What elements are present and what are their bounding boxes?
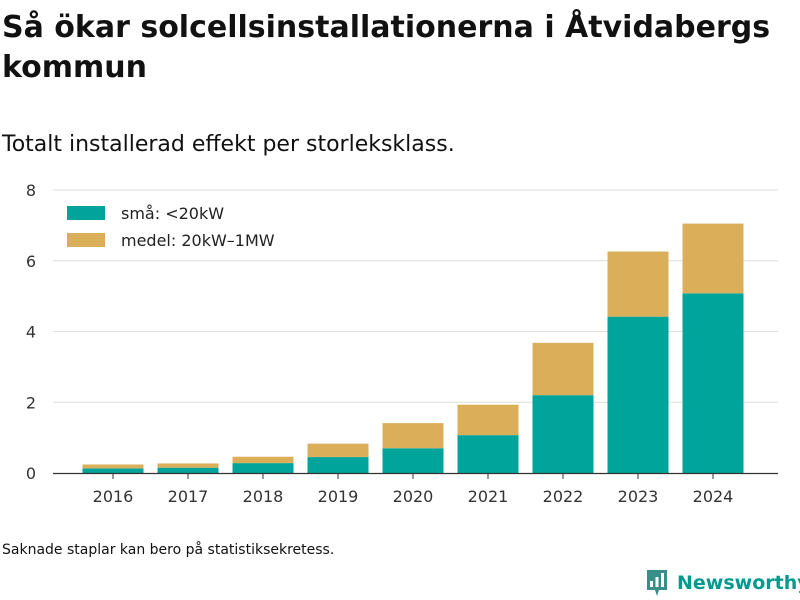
bar-sma	[457, 435, 519, 473]
legend-label: små: <20kW	[121, 204, 224, 223]
x-tick-label: 2019	[318, 487, 359, 506]
x-tick-label: 2022	[543, 487, 584, 506]
x-tick-label: 2020	[393, 487, 434, 506]
y-tick-label: 0	[26, 464, 36, 483]
bar-sma	[157, 467, 219, 473]
bar-medel	[82, 464, 144, 469]
bar-sma	[82, 468, 144, 473]
y-tick-label: 8	[26, 181, 36, 200]
y-axis-ticks: 0 2 4 6 8	[26, 181, 36, 483]
bar-sma	[682, 293, 744, 473]
chart-title: Så ökar solcellsinstallationerna i Åtvid…	[2, 10, 771, 85]
y-tick-label: 4	[26, 323, 36, 342]
bar-medel	[532, 342, 594, 396]
bar-sma	[307, 457, 369, 473]
x-tick-label: 2016	[93, 487, 134, 506]
bar-medel	[382, 423, 444, 449]
footnote: Saknade staplar kan bero på statistiksek…	[2, 542, 335, 558]
bar-medel	[232, 456, 294, 464]
bar-medel	[682, 223, 744, 294]
x-tick-label: 2023	[618, 487, 659, 506]
x-tick-label: 2021	[468, 487, 509, 506]
x-axis: 2016 2017 2018 2019 2020 2021 2022 2023 2024	[53, 472, 778, 506]
bars	[82, 223, 744, 473]
x-tick-label: 2017	[168, 487, 209, 506]
chart-subtitle: Totalt installerad effekt per storlekskl…	[2, 132, 455, 157]
bar-sma	[607, 316, 669, 473]
bar-medel	[157, 463, 219, 468]
bar-sma	[382, 448, 444, 473]
y-tick-label: 2	[26, 393, 36, 412]
bar-medel	[457, 404, 519, 436]
bar-sma	[532, 395, 594, 473]
x-tick-label: 2024	[693, 487, 734, 506]
x-tick-label: 2018	[243, 487, 284, 506]
legend: små: <20kW medel: 20kW–1MW	[62, 200, 302, 258]
legend-swatch	[67, 206, 105, 220]
brand: Newsworthy	[645, 568, 800, 598]
brand-name: Newsworthy	[677, 572, 800, 594]
bar-medel	[607, 251, 669, 317]
bar-sma	[232, 463, 294, 473]
legend-label: medel: 20kW–1MW	[121, 231, 275, 250]
bar-medel	[307, 443, 369, 458]
legend-swatch	[67, 233, 105, 247]
y-tick-label: 6	[26, 252, 36, 271]
newsworthy-logo-icon	[647, 570, 667, 596]
